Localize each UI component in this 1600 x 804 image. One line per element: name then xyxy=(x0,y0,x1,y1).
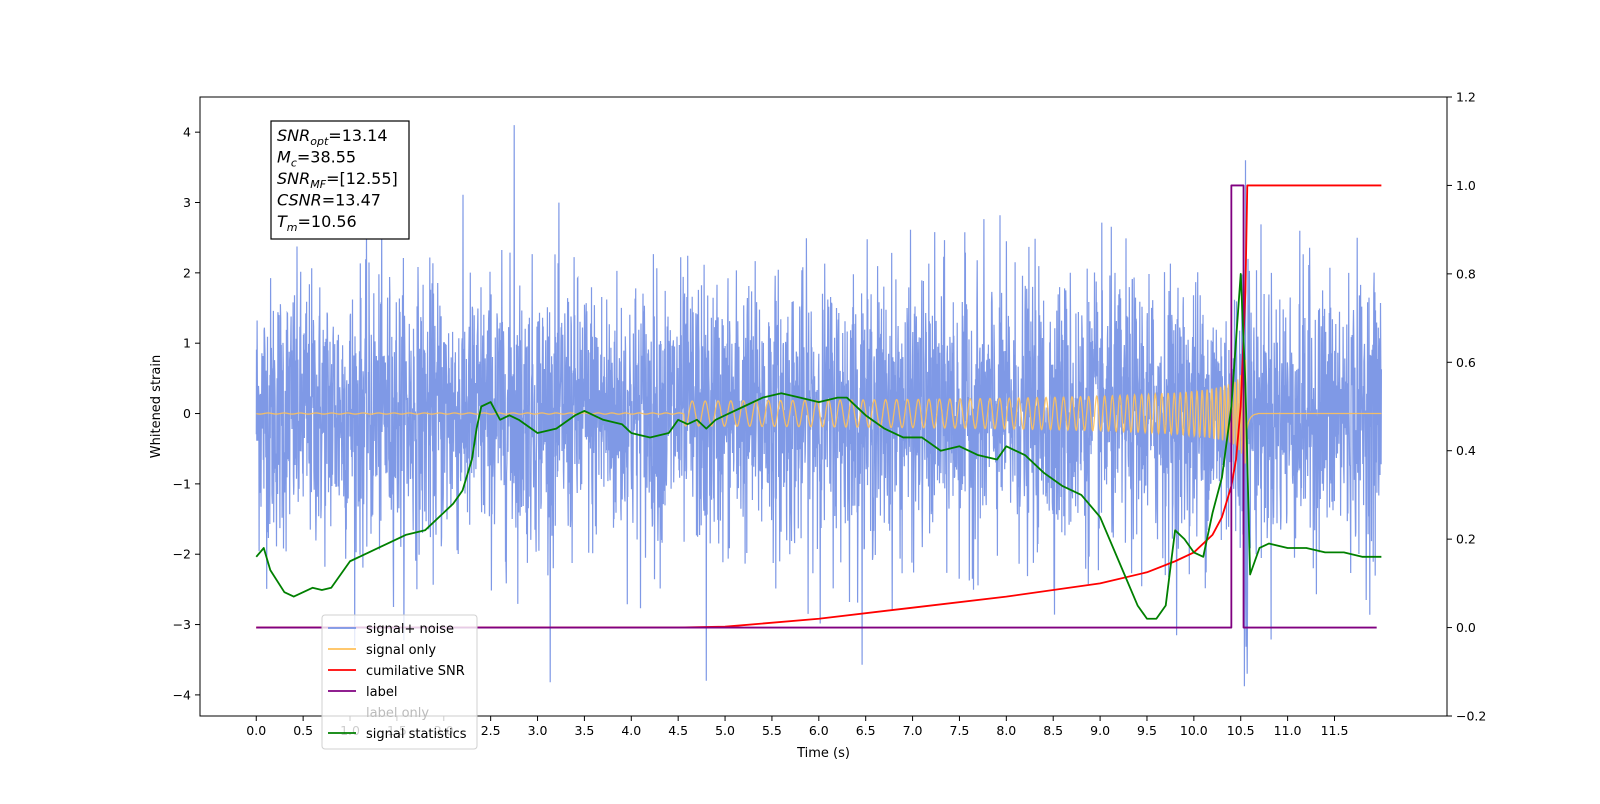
annotation-line: CSNR=13.47 xyxy=(277,191,381,210)
annotation-value: =13.14 xyxy=(328,126,387,145)
annotation-symbol: T xyxy=(277,212,288,231)
x-tick-label: 8.0 xyxy=(996,723,1016,738)
y2-tick-label: 0.0 xyxy=(1456,620,1476,635)
y-tick-label: 1 xyxy=(183,336,191,351)
plot-area xyxy=(255,125,1382,687)
y2-tick-label: 1.0 xyxy=(1456,178,1476,193)
y-tick-label: 0 xyxy=(183,406,191,421)
annotation-box: SNRopt=13.14Mc=38.55SNRMF=[12.55]CSNR=13… xyxy=(270,120,410,240)
y2-tick-label: 0.4 xyxy=(1456,443,1476,458)
legend-frame xyxy=(321,614,478,750)
annotation-value: =38.55 xyxy=(297,148,356,167)
series-cumilative-snr xyxy=(256,184,1382,629)
x-tick-label: 7.0 xyxy=(903,723,923,738)
y-tick-label: −4 xyxy=(173,687,191,702)
y-axis-label: Whitened strain xyxy=(149,355,164,458)
y-tick-label: 2 xyxy=(183,265,191,280)
y-tick-label: 4 xyxy=(183,125,191,140)
y-tick-label: −3 xyxy=(173,617,191,632)
y2-tick-label: −0.2 xyxy=(1456,709,1486,724)
annotation-symbol: SNR xyxy=(277,169,310,188)
x-tick-label: 5.0 xyxy=(715,723,735,738)
y2-tick-label: 0.6 xyxy=(1456,355,1476,370)
legend: signal+ noise signal only cumilative SNR la… xyxy=(321,614,478,750)
annotation-line: SNRopt=13.14 xyxy=(277,126,388,148)
x-tick-label: 6.5 xyxy=(856,723,876,738)
y2-tick-label: 0.2 xyxy=(1456,532,1476,547)
x-tick-label: 8.5 xyxy=(1043,723,1063,738)
x-tick-label: 11.0 xyxy=(1274,723,1302,738)
x-tick-label: 3.0 xyxy=(528,723,548,738)
x-tick-label: 5.5 xyxy=(762,723,782,738)
annotation-subscript: m xyxy=(287,221,298,234)
y-tick-label: 3 xyxy=(183,195,191,210)
annotation-line: Tm=10.56 xyxy=(277,212,357,234)
x-tick-label: 10.0 xyxy=(1180,723,1208,738)
annotation-line: Mc=38.55 xyxy=(277,148,356,170)
x-tick-label: 4.5 xyxy=(668,723,688,738)
series-signal-only xyxy=(256,359,1382,464)
series-label xyxy=(256,184,1377,629)
x-tick-label: 10.5 xyxy=(1227,723,1255,738)
annotation-symbol: SNR xyxy=(277,126,310,145)
x-axis-label: Time (s) xyxy=(796,746,850,761)
x-tick-label: 6.0 xyxy=(809,723,829,738)
y2-tick-label: 0.8 xyxy=(1456,266,1476,281)
x-tick-label: 2.5 xyxy=(481,723,501,738)
x-tick-label: 3.5 xyxy=(574,723,594,738)
legend-label: cumilative SNR xyxy=(366,664,465,679)
annotation-value: =13.47 xyxy=(322,191,381,210)
x-tick-label: 11.5 xyxy=(1321,723,1349,738)
annotation-frame xyxy=(270,120,410,240)
annotation-value: =10.56 xyxy=(298,212,357,231)
y-tick-label: −2 xyxy=(173,547,191,562)
y-tick-label: −1 xyxy=(173,476,191,491)
legend-hidden-label: label only xyxy=(366,706,429,721)
legend-label: label xyxy=(366,685,397,700)
annotation-subscript: opt xyxy=(310,135,329,148)
x-tick-label: 7.5 xyxy=(950,723,970,738)
y2-tick-label: 1.2 xyxy=(1456,90,1476,105)
x-tick-label: 0.0 xyxy=(246,723,266,738)
series-signal-noise xyxy=(255,125,1382,687)
annotation-symbol: M xyxy=(277,148,291,167)
annotation-line: SNRMF=[12.55] xyxy=(277,169,398,191)
annotation-symbol: CSNR xyxy=(277,191,322,210)
series-signal-statistics xyxy=(255,272,1382,620)
annotation-subscript: MF xyxy=(310,178,326,191)
x-tick-label: 9.5 xyxy=(1137,723,1157,738)
legend-label: signal statistics xyxy=(366,727,467,742)
legend-label: signal+ noise xyxy=(366,622,454,637)
x-tick-label: 9.0 xyxy=(1090,723,1110,738)
annotation-value: =[12.55] xyxy=(326,169,398,188)
annotation-subscript: c xyxy=(291,157,297,170)
legend-label: signal only xyxy=(366,643,436,658)
plot-frame xyxy=(199,96,1448,717)
x-tick-label: 0.5 xyxy=(293,723,313,738)
x-tick-label: 4.0 xyxy=(621,723,641,738)
